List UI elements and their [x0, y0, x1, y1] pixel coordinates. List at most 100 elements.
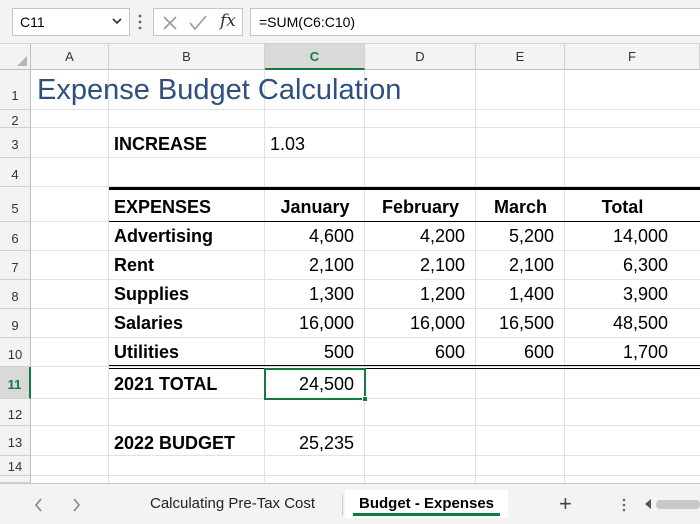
horizontal-scrollbar[interactable]: [640, 496, 700, 512]
expense-name[interactable]: Utilities: [114, 342, 180, 362]
select-all-corner[interactable]: [0, 44, 31, 70]
column-header-e[interactable]: E: [476, 44, 565, 70]
name-box-value: C11: [20, 14, 45, 30]
row-header-13[interactable]: 13: [0, 426, 31, 456]
scroll-left-arrow-icon[interactable]: [642, 496, 654, 512]
gridline: [264, 70, 265, 483]
row-header-10[interactable]: 10: [0, 338, 31, 367]
gridline: [31, 109, 700, 110]
expense-mar[interactable]: 16,500: [498, 313, 554, 333]
expense-mar[interactable]: 1,400: [508, 284, 554, 304]
header-total[interactable]: Total: [601, 197, 644, 217]
row-header-5[interactable]: 5: [0, 187, 31, 222]
total-value-cell[interactable]: 24,500: [298, 374, 354, 394]
row-header-12[interactable]: 12: [0, 399, 31, 426]
expense-feb[interactable]: 1,200: [419, 284, 465, 304]
expense-total[interactable]: 3,900: [622, 284, 668, 304]
budget-label[interactable]: 2022 BUDGET: [114, 433, 236, 453]
tab-label: Budget - Expenses: [359, 495, 495, 512]
row-header-4[interactable]: 4: [0, 158, 31, 187]
expense-name[interactable]: Advertising: [114, 226, 214, 246]
checkmark-icon[interactable]: [189, 15, 207, 31]
column-header-c[interactable]: C: [265, 44, 365, 70]
select-all-triangle-icon[interactable]: [17, 56, 27, 66]
row-header-6[interactable]: 6: [0, 222, 31, 251]
gridline: [31, 337, 700, 338]
expense-total[interactable]: 48,500: [612, 313, 668, 333]
column-header-b[interactable]: B: [109, 44, 265, 70]
scrollbar-thumb[interactable]: [656, 500, 700, 509]
increase-label[interactable]: INCREASE: [114, 134, 208, 154]
row-header-8[interactable]: 8: [0, 280, 31, 309]
budget-value[interactable]: 25,235: [298, 433, 354, 453]
column-header-f[interactable]: F: [565, 44, 700, 70]
fill-handle[interactable]: [362, 396, 368, 402]
expense-total[interactable]: 1,700: [622, 342, 668, 362]
row-header-3[interactable]: 3: [0, 128, 31, 158]
gridline: [31, 157, 700, 158]
total-double-border-bottom: [109, 368, 700, 369]
column-header-d[interactable]: D: [365, 44, 476, 70]
name-box[interactable]: C11: [12, 8, 130, 36]
expense-total[interactable]: 14,000: [612, 226, 668, 246]
gridline: [31, 366, 700, 367]
expense-feb[interactable]: 16,000: [409, 313, 465, 333]
expense-feb[interactable]: 4,200: [419, 226, 465, 246]
expense-total[interactable]: 6,300: [622, 255, 668, 275]
header-february[interactable]: February: [381, 197, 460, 217]
column-header-a[interactable]: A: [31, 44, 109, 70]
row-header-11[interactable]: 11: [0, 367, 31, 399]
gridline: [31, 425, 700, 426]
expense-feb[interactable]: 600: [434, 342, 465, 362]
expense-mar[interactable]: 600: [523, 342, 554, 362]
chevron-right-icon[interactable]: [72, 498, 81, 512]
row-header-2[interactable]: 2: [0, 110, 31, 128]
expense-name[interactable]: Salaries: [114, 313, 184, 333]
table-top-border: [109, 187, 700, 190]
add-sheet-button[interactable]: +: [559, 491, 572, 516]
vertical-dots-icon[interactable]: [138, 13, 142, 31]
gridline: [564, 70, 565, 483]
expense-jan[interactable]: 1,300: [308, 284, 354, 304]
fx-icon[interactable]: fx: [220, 11, 236, 31]
selected-cell-outline: [264, 368, 366, 400]
gridline: [31, 186, 700, 187]
expense-jan[interactable]: 2,100: [308, 255, 354, 275]
tab-separator: [342, 495, 343, 515]
expense-mar[interactable]: 2,100: [508, 255, 554, 275]
expense-name[interactable]: Rent: [114, 255, 154, 275]
expense-jan[interactable]: 16,000: [298, 313, 354, 333]
cancel-x-icon[interactable]: [162, 15, 178, 31]
vertical-dots-icon[interactable]: [622, 498, 626, 512]
total-label[interactable]: 2021 TOTAL: [114, 374, 218, 394]
expense-jan[interactable]: 500: [323, 342, 354, 362]
tab-budget-expenses[interactable]: Budget - Expenses: [345, 490, 509, 518]
gridline: [31, 475, 700, 476]
row-header-14[interactable]: 14: [0, 456, 31, 476]
gridline: [31, 279, 700, 280]
formula-input[interactable]: =SUM(C6:C10): [250, 8, 700, 36]
sheet-tab-bar: Calculating Pre-Tax Cost Budget - Expens…: [0, 483, 700, 524]
expense-feb[interactable]: 2,100: [419, 255, 465, 275]
row-header-9[interactable]: 9: [0, 309, 31, 338]
formula-bar: C11 fx =SUM(C6:C10): [0, 0, 700, 44]
sheet-title[interactable]: Expense Budget Calculation: [37, 74, 402, 106]
total-double-border-top: [109, 365, 700, 366]
tab-calculating-pre-tax-cost[interactable]: Calculating Pre-Tax Cost: [136, 490, 329, 518]
header-expenses[interactable]: EXPENSES: [114, 197, 212, 217]
gridline: [31, 308, 700, 309]
chevron-down-icon[interactable]: [112, 18, 122, 25]
row-header-1[interactable]: 1: [0, 70, 31, 110]
increase-value[interactable]: 1.03: [270, 134, 306, 154]
gridline: [108, 70, 109, 483]
header-january[interactable]: January: [280, 197, 350, 217]
header-march[interactable]: March: [493, 197, 547, 217]
expense-mar[interactable]: 5,200: [508, 226, 554, 246]
formula-buttons: fx: [153, 8, 243, 36]
row-header-7[interactable]: 7: [0, 251, 31, 280]
tab-label: Calculating Pre-Tax Cost: [150, 495, 316, 512]
chevron-left-icon[interactable]: [34, 498, 43, 512]
expense-jan[interactable]: 4,600: [308, 226, 354, 246]
gridline: [31, 455, 700, 456]
expense-name[interactable]: Supplies: [114, 284, 190, 304]
